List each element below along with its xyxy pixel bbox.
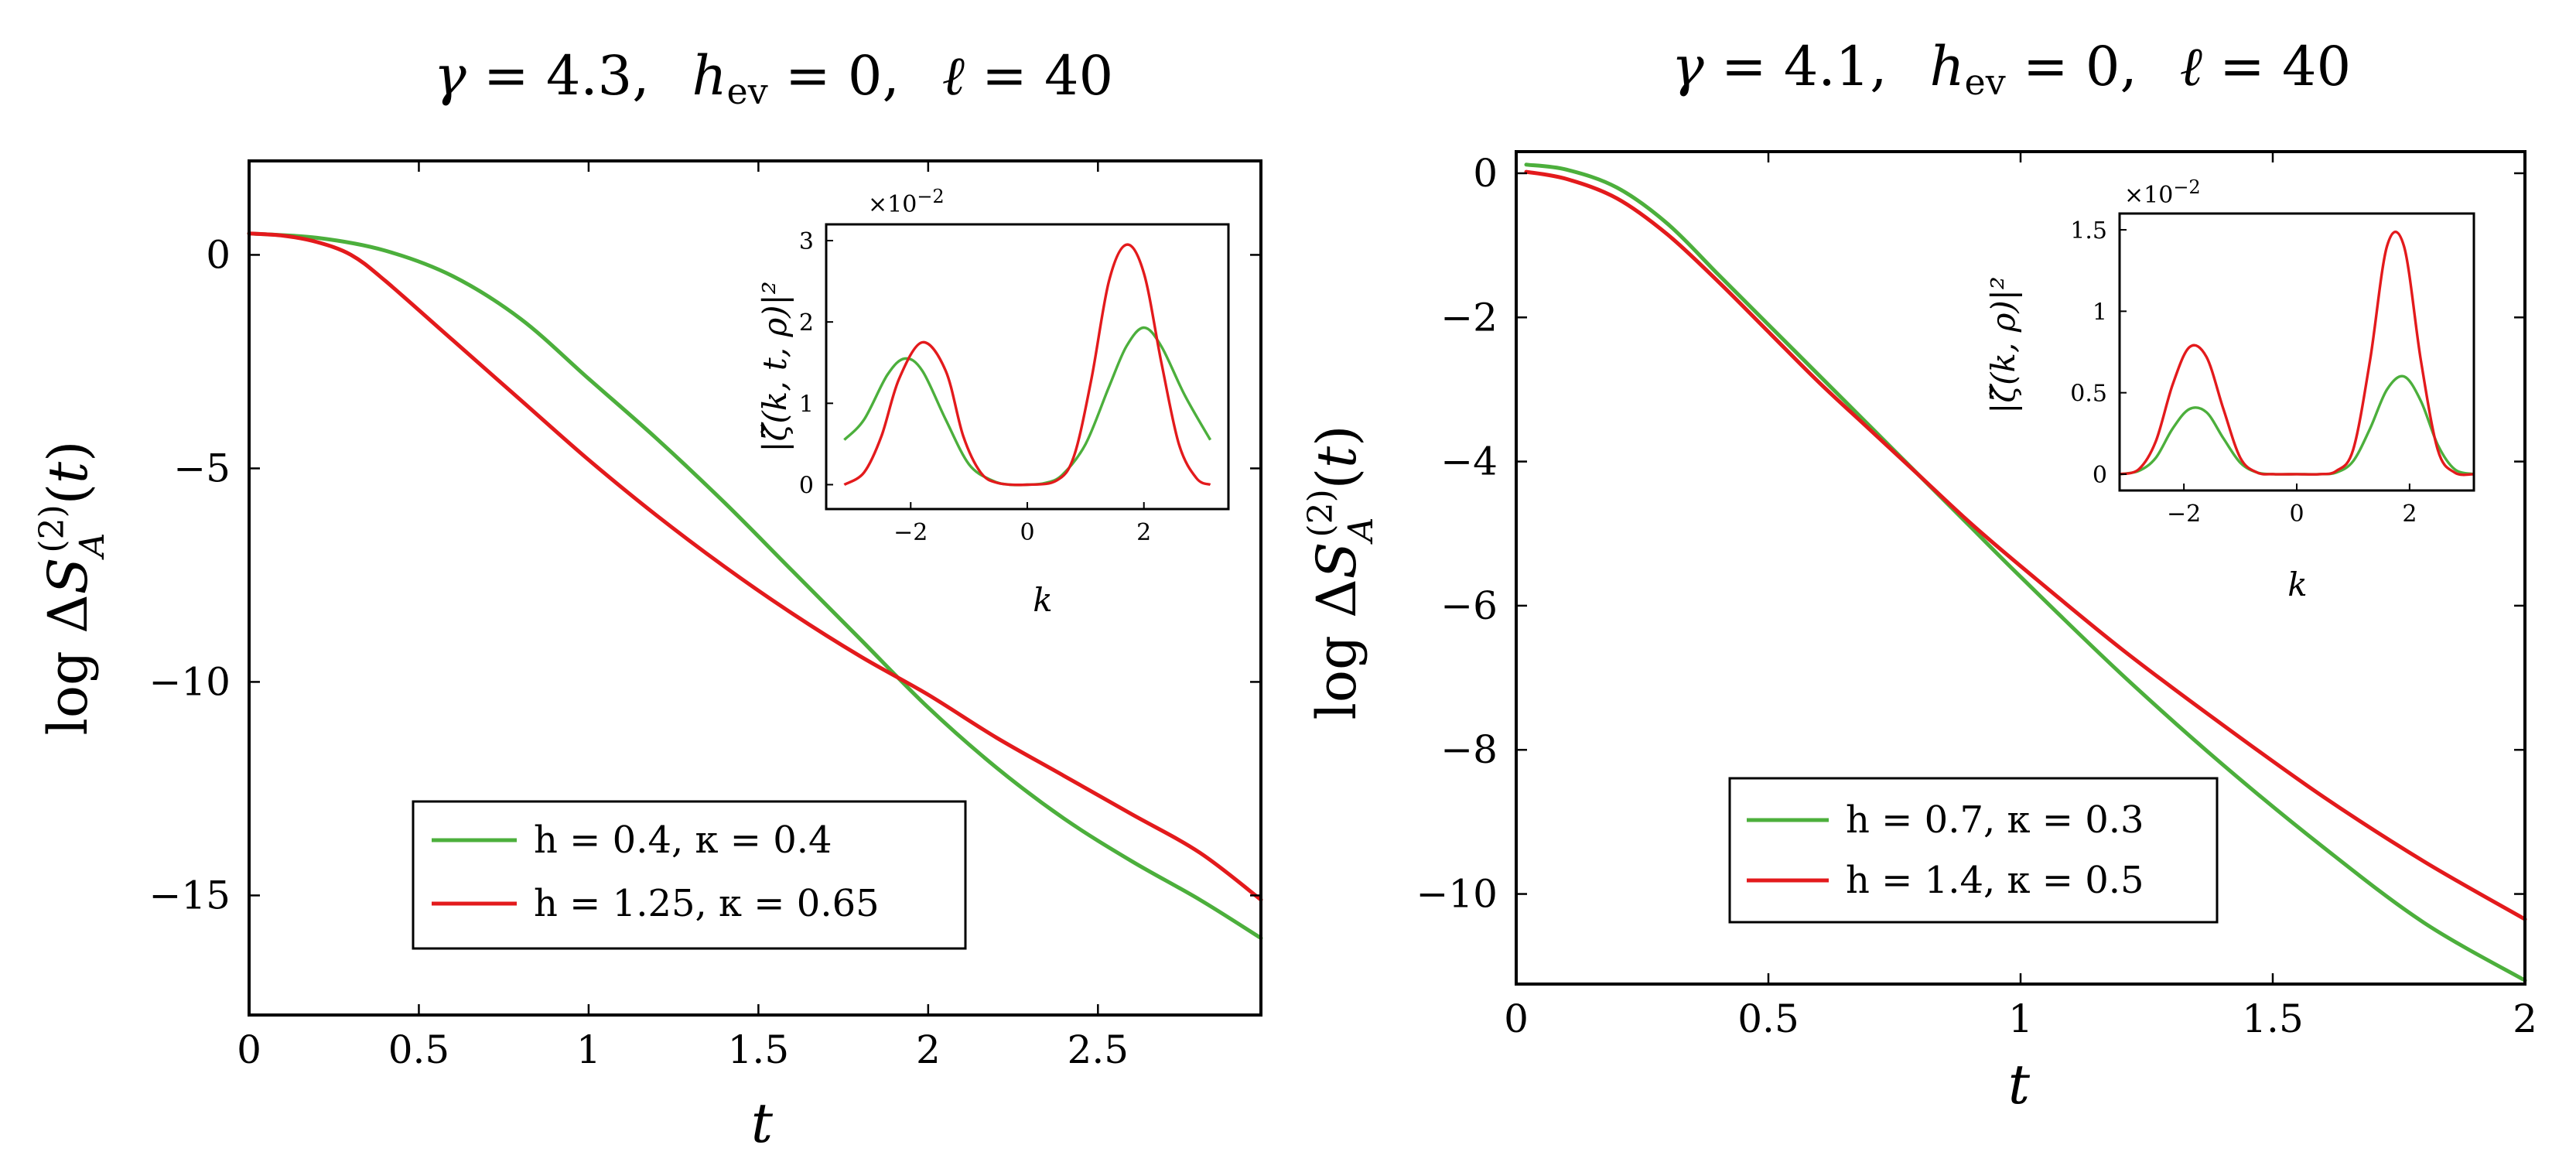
left-legend-label-red: h = 1.25, κ = 0.65 [534,882,880,925]
left-inset: −2 0 2 0 1 2 3 ×10−2 |ζ̃(k, t, ρ)|² k [756,186,1230,619]
right-chart-panel: γ = 4.1, hev = 0, ℓ = 40 0 0.5 1 1.5 2 0 −2 −4 −6 −… [1301,35,2537,1116]
right-inset-ytick-label: 0 [2093,462,2107,489]
left-ticks: 0 0.5 1 1.5 2 2.5 0 −5 −10 −15 [149,161,1261,1072]
right-inset-xtick-label: 0 [2289,501,2304,528]
right-xtick-label: 0 [1504,996,1529,1041]
right-ytick-label: −4 [1440,439,1498,484]
right-ytick-label: −6 [1440,583,1498,628]
right-series-red-line [1524,169,2527,921]
left-inset-xtick-label: −2 [893,519,928,546]
left-xtick-label: 2.5 [1068,1027,1129,1072]
right-inset-xtick-label: −2 [2167,501,2201,528]
left-inset-ticks: −2 0 2 0 1 2 3 [799,228,1151,546]
left-inset-series-red-line [843,243,1211,487]
right-ticks: 0 0.5 1 1.5 2 0 −2 −4 −6 −8 −10 [1416,151,2537,1041]
right-inset-xtick-label: 2 [2402,501,2417,528]
left-legend-label-green: h = 0.4, κ = 0.4 [534,819,832,862]
right-inset-multiplier: ×10−2 [2124,176,2201,209]
left-ylabel: log ΔSA(2)(t) [32,441,112,736]
right-inset-ytick-label: 1 [2093,299,2107,326]
left-inset-ytick-label: 0 [799,472,814,499]
right-inset-xlabel: k [2287,566,2307,603]
right-legend: h = 0.7, κ = 0.3 h = 1.4, κ = 0.5 [1728,777,2219,924]
left-ytick-label: 0 [206,232,231,277]
left-inset-bg [826,224,1228,509]
left-ytick-label: −15 [149,873,231,918]
left-inset-xtick-label: 0 [1020,519,1034,546]
left-series-red-line [247,231,1263,902]
left-axes-frame [248,159,1262,1017]
left-chart-panel: γ = 4.3, hev = 0, ℓ = 40 0 0.5 1 1.5 2 2.5 0 −5 −1… [32,44,1263,1155]
right-xtick-label: 0.5 [1737,996,1799,1041]
right-xtick-label: 1.5 [2242,996,2304,1041]
right-ytick-label: −2 [1440,295,1498,340]
right-inset-curves [2119,230,2475,477]
left-ytick-label: −10 [149,659,231,704]
right-ytick-label: 0 [1473,151,1498,196]
left-inset-xlabel: k [1033,581,1052,619]
left-series-green-line [247,231,1263,941]
right-legend-label-green: h = 0.7, κ = 0.3 [1846,798,2144,842]
left-inset-ylabel: |ζ̃(k, t, ρ)|² [756,281,794,452]
left-inset-xtick-label: 2 [1136,519,1151,546]
left-inset-curves [843,243,1212,487]
right-ylabel: log ΔSA(2)(t) [1301,425,1381,720]
left-curves [247,231,1263,941]
left-ytick-label: −5 [173,446,231,490]
left-inset-ytick-label: 2 [799,309,814,337]
right-curves [1524,162,2527,983]
right-chart-title: γ = 4.1, hev = 0, ℓ = 40 [1672,35,2351,103]
left-xlabel: t [751,1092,774,1155]
left-inset-ytick-label: 1 [799,391,814,418]
right-legend-box [1728,777,2219,924]
left-inset-multiplier: ×10−2 [868,186,945,218]
left-legend: h = 0.4, κ = 0.4 h = 1.25, κ = 0.65 [412,800,967,950]
left-inset-ytick-label: 3 [799,228,814,255]
left-legend-box [412,800,967,950]
right-xtick-label: 1 [2008,996,2033,1041]
right-ytick-label: −10 [1416,872,1498,917]
left-chart-title: γ = 4.3, hev = 0, ℓ = 40 [434,44,1113,112]
left-xtick-label: 0.5 [388,1027,450,1072]
right-inset-ylabel: |ζ̃(k, ρ)|² [1984,276,2022,414]
left-plot-area [247,231,1263,941]
right-inset-series-red-line [2119,230,2475,477]
right-xlabel: t [2008,1053,2031,1116]
left-xtick-label: 1.5 [728,1027,790,1072]
right-inset-bg [2120,214,2474,490]
left-xtick-label: 1 [576,1027,601,1072]
right-inset-ticks: −2 0 2 0 0.5 1 1.5 [2070,217,2417,528]
right-inset-ytick-label: 1.5 [2070,217,2107,244]
right-legend-label-red: h = 1.4, κ = 0.5 [1846,859,2144,902]
right-xtick-label: 2 [2513,996,2537,1041]
right-inset-ytick-label: 0.5 [2070,381,2107,408]
right-ytick-label: −8 [1440,727,1498,772]
left-xtick-label: 2 [916,1027,941,1072]
left-xtick-label: 0 [237,1027,261,1072]
right-inset: −2 0 2 0 0.5 1 1.5 ×10−2 |ζ̃(k, ρ)|² k [1984,176,2475,603]
